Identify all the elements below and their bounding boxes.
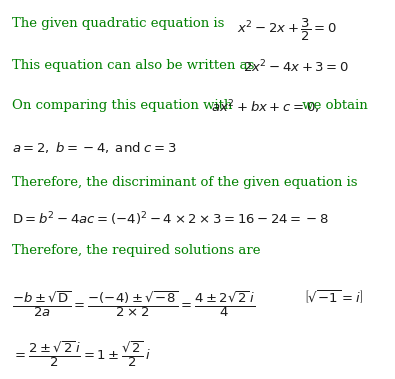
Text: On comparing this equation with: On comparing this equation with [12, 99, 237, 111]
Text: $x^2-2x+\dfrac{3}{2}=0$: $x^2-2x+\dfrac{3}{2}=0$ [237, 17, 337, 43]
Text: The given quadratic equation is: The given quadratic equation is [12, 17, 228, 30]
Text: $a=2,\;b=-4,\;\mathrm{and}\;c=3$: $a=2,\;b=-4,\;\mathrm{and}\;c=3$ [12, 140, 176, 155]
Text: This equation can also be written as: This equation can also be written as [12, 59, 258, 72]
Text: $ax^2+bx+c=0,$: $ax^2+bx+c=0,$ [211, 99, 320, 116]
Text: $\dfrac{-b\pm\sqrt{\mathrm{D}}}{2a}=\dfrac{-(-4)\pm\sqrt{-8}}{2\times 2}=\dfrac{: $\dfrac{-b\pm\sqrt{\mathrm{D}}}{2a}=\dfr… [12, 289, 255, 319]
Text: $=\dfrac{2\pm\sqrt{2}\,i}{2}=1\pm\dfrac{\sqrt{2}}{2}\,i$: $=\dfrac{2\pm\sqrt{2}\,i}{2}=1\pm\dfrac{… [12, 339, 151, 369]
Text: Therefore, the required solutions are: Therefore, the required solutions are [12, 244, 260, 257]
Text: Therefore, the discriminant of the given equation is: Therefore, the discriminant of the given… [12, 176, 357, 189]
Text: we obtain: we obtain [298, 99, 368, 111]
Text: $\mathrm{D}=b^2-4ac=(-4)^2-4\times 2\times 3=16-24=-8$: $\mathrm{D}=b^2-4ac=(-4)^2-4\times 2\tim… [12, 210, 329, 228]
Text: $2x^2-4x+3=0$: $2x^2-4x+3=0$ [243, 59, 349, 75]
Text: $\left[\sqrt{-1}=i\right]$: $\left[\sqrt{-1}=i\right]$ [304, 289, 363, 305]
